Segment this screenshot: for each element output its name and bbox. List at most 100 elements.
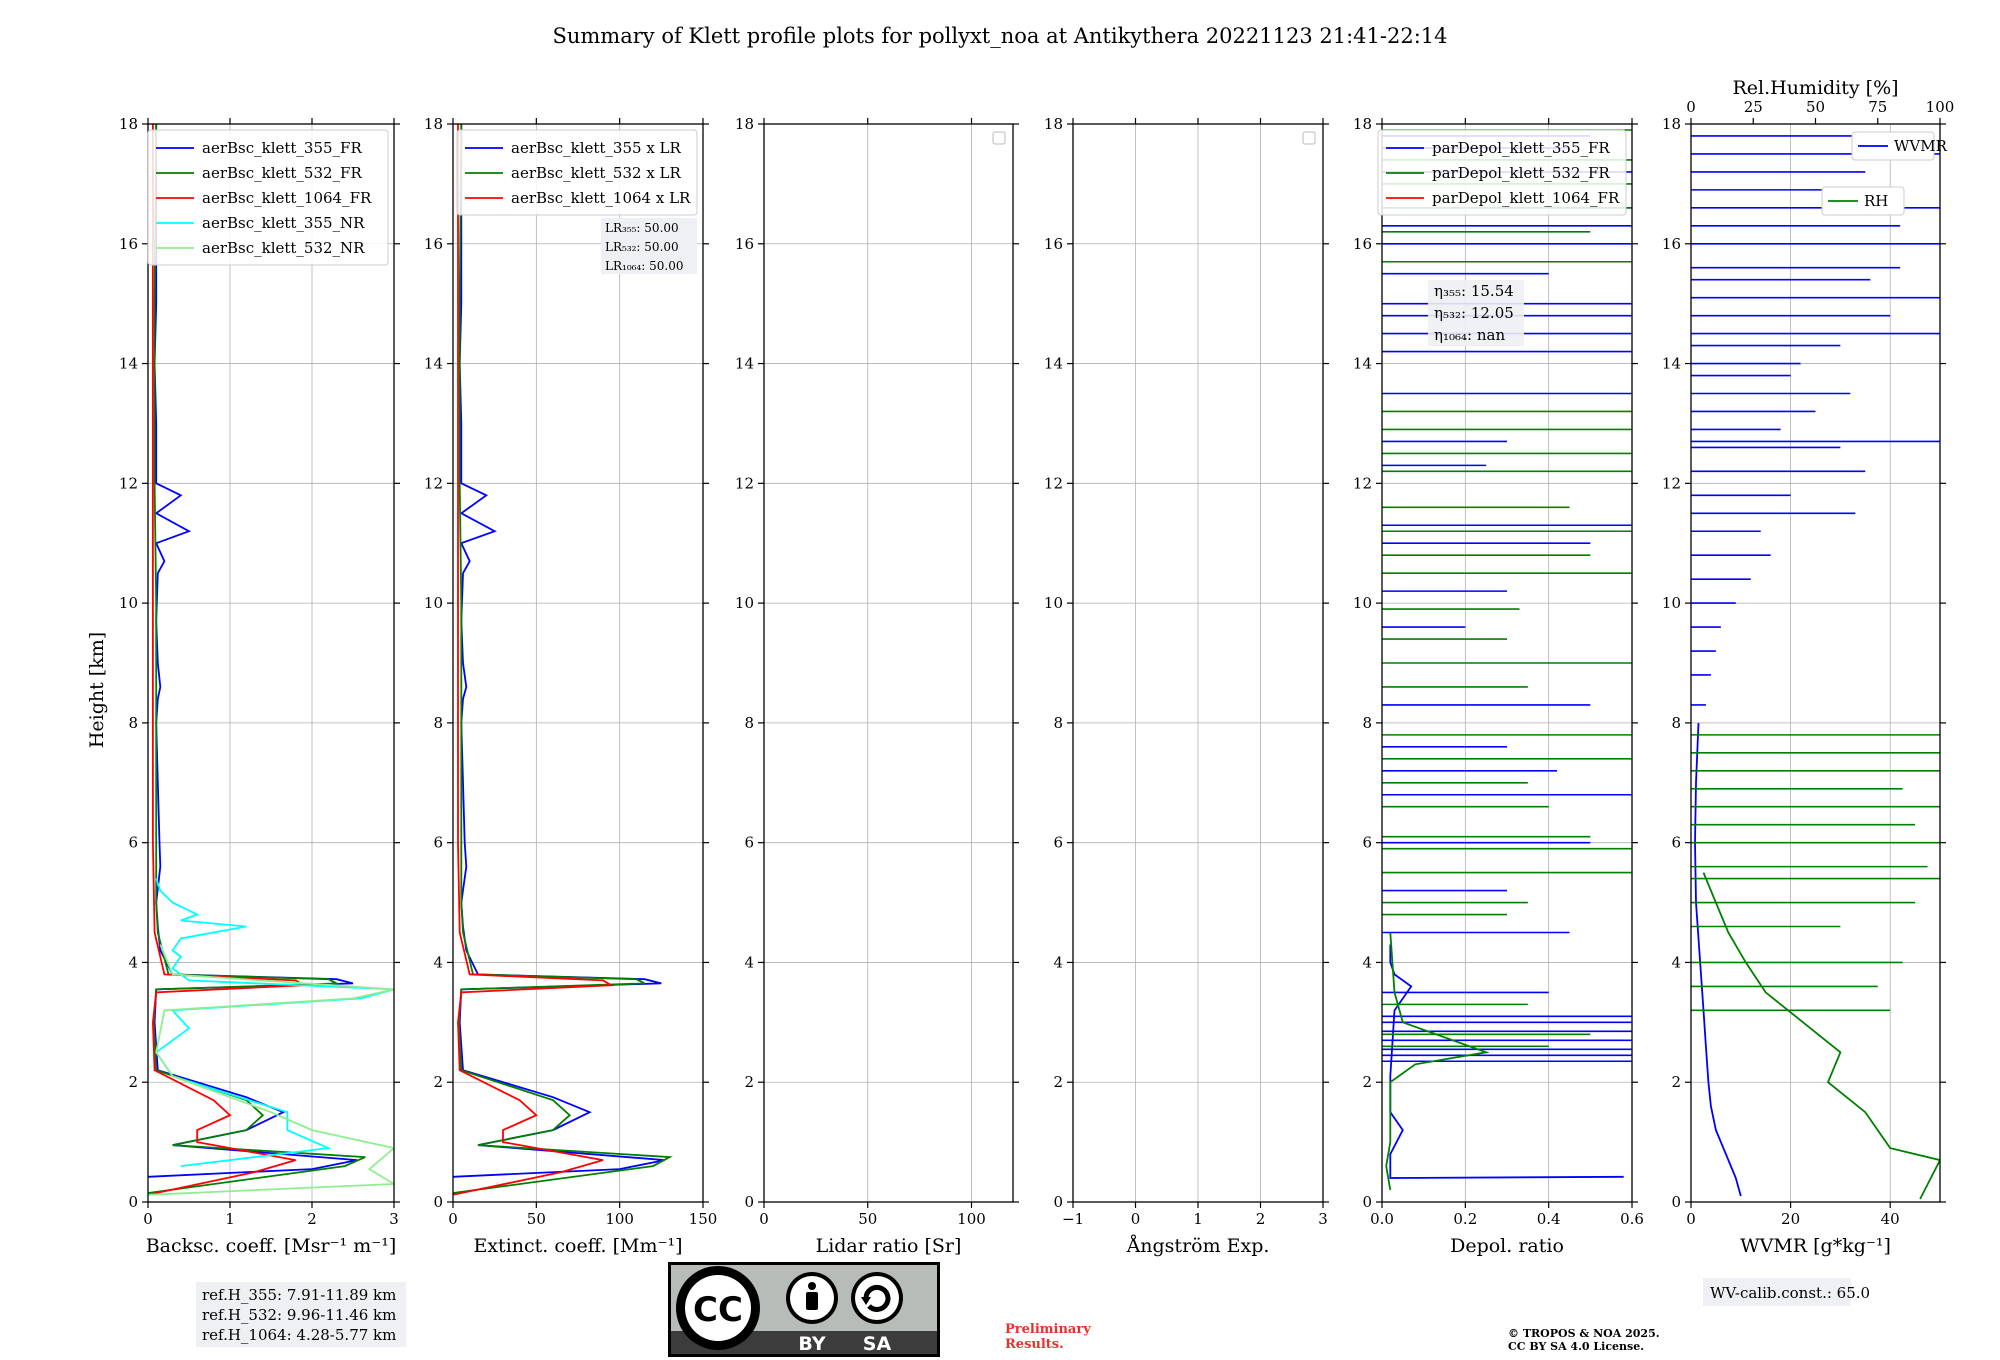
y-tick-label: 2 — [1362, 1073, 1372, 1091]
copyright-line-2: CC BY SA 4.0 License. — [1508, 1340, 1644, 1353]
x-tick-label: 0.2 — [1453, 1210, 1477, 1228]
y-tick-label: 12 — [424, 474, 443, 492]
y-tick-label: 6 — [1053, 834, 1063, 852]
series-group — [453, 124, 673, 1196]
x-tick-label: 0.6 — [1620, 1210, 1644, 1228]
series-line — [148, 124, 366, 1194]
y-tick-label: 8 — [744, 714, 754, 732]
panel-lidar_ratio: 0 2 4 6 8 10 12 14 16 18 0 50 100 Lidar ratio [Sr] — [735, 115, 1019, 1257]
y-axis-label: Height [km] — [86, 632, 108, 748]
y-tick-label: 4 — [1362, 953, 1372, 971]
x-tick-label: 100 — [605, 1210, 634, 1228]
y-tick-label: 0 — [744, 1193, 754, 1211]
x-tick-label: 2 — [307, 1210, 317, 1228]
series-line — [1694, 722, 1742, 1197]
empty-legend-box — [1302, 131, 1316, 145]
legend-label: aerBsc_klett_355 x LR — [511, 139, 682, 157]
panel-frame — [452, 123, 704, 1203]
legend-label: aerBsc_klett_532_NR — [202, 239, 365, 257]
y-tick-label: 14 — [1044, 355, 1063, 373]
series-group — [1691, 135, 1940, 1200]
y-tick-label: 12 — [1353, 474, 1372, 492]
x-tick-label: 50 — [527, 1210, 546, 1228]
y-tick-label: 8 — [433, 714, 443, 732]
y-tick-label: 10 — [1353, 594, 1372, 612]
wv-calib-text: WV-calib.const.: 65.0 — [1710, 1284, 1870, 1302]
y-tick-label: 18 — [735, 115, 754, 133]
panel-frame — [1072, 123, 1324, 1203]
series-line — [453, 124, 673, 1194]
x-tick-label: 0 — [1131, 1210, 1141, 1228]
x-axis-label: WVMR [g*kg⁻¹] — [1740, 1235, 1891, 1257]
y-tick-label: 16 — [1044, 235, 1063, 253]
x-tick-label: 3 — [389, 1210, 399, 1228]
figure-title: Summary of Klett profile plots for polly… — [552, 24, 1447, 48]
x-axis-label: Ångström Exp. — [1126, 1235, 1270, 1257]
x-tick-label: 0.0 — [1370, 1210, 1394, 1228]
y-tick-label: 16 — [1662, 235, 1681, 253]
eta-annotation: η₃₅₅: 15.54 — [1434, 282, 1514, 300]
legend-box — [1377, 129, 1627, 216]
lr-annotation: LR₃₅₅: 50.00 — [605, 221, 679, 235]
y-tick-label: 18 — [1044, 115, 1063, 133]
copyright-note: © TROPOS & NOA 2025. CC BY SA 4.0 Licens… — [1508, 1327, 1660, 1353]
y-tick-label: 8 — [1671, 714, 1681, 732]
panel-frame — [147, 123, 395, 1203]
y-tick-label: 4 — [128, 953, 138, 971]
preliminary-line-1: Preliminary — [1005, 1322, 1091, 1337]
series-line — [154, 878, 394, 1167]
y-tick-label: 10 — [424, 594, 443, 612]
y-tick-label: 6 — [433, 834, 443, 852]
legend-label: aerBsc_klett_532 x LR — [511, 164, 682, 182]
y-tick-label: 6 — [744, 834, 754, 852]
x-tick-label: 2 — [1256, 1210, 1266, 1228]
eta-annotation: η₁₀₆₄: nan — [1434, 326, 1505, 344]
y-tick-label: 18 — [1662, 115, 1681, 133]
x-axis-label: Depol. ratio — [1450, 1235, 1564, 1257]
y-tick-label: 4 — [744, 953, 754, 971]
lr-annotation: LR₅₃₂: 50.00 — [605, 240, 679, 254]
x-tick-label: 1 — [1193, 1210, 1203, 1228]
preliminary-line-2: Results. — [1005, 1337, 1064, 1352]
legend-wvmr: WVMR — [1851, 131, 1948, 161]
y-tick-label: 6 — [1362, 834, 1372, 852]
series-group — [148, 124, 394, 1196]
y-tick-label: 2 — [128, 1073, 138, 1091]
x-tick-label: 0 — [1686, 1210, 1696, 1228]
refh-355: ref.H_355: 7.91-11.89 km — [202, 1286, 396, 1304]
legend-label: parDepol_klett_1064_FR — [1432, 189, 1620, 207]
x-tick-label: 0 — [448, 1210, 458, 1228]
legend-label: RH — [1864, 192, 1888, 210]
x-tick-label: 20 — [1781, 1210, 1800, 1228]
x-tick-label: 1 — [225, 1210, 235, 1228]
y-tick-label: 14 — [424, 355, 443, 373]
lr-annotation-box — [601, 218, 697, 274]
top-x-tick-label: 25 — [1744, 98, 1763, 116]
legend-rh: RH — [1821, 186, 1905, 216]
panel-frame — [763, 123, 1014, 1203]
y-tick-label: 12 — [119, 474, 138, 492]
x-tick-label: 3 — [1318, 1210, 1328, 1228]
x-tick-label: 50 — [858, 1210, 877, 1228]
y-tick-label: 14 — [735, 355, 754, 373]
y-tick-label: 4 — [433, 953, 443, 971]
y-tick-label: 0 — [1671, 1193, 1681, 1211]
x-axis-label: Lidar ratio [Sr] — [816, 1235, 962, 1257]
series-line — [1385, 932, 1490, 1191]
legend-label: parDepol_klett_355_FR — [1432, 139, 1610, 157]
x-axis-label: Extinct. coeff. [Mm⁻¹] — [473, 1235, 682, 1257]
y-tick-label: 2 — [1053, 1073, 1063, 1091]
y-tick-label: 6 — [1671, 834, 1681, 852]
series-line — [453, 124, 665, 1178]
legend-label: aerBsc_klett_1064_FR — [202, 189, 372, 207]
legend-label: aerBsc_klett_532_FR — [202, 164, 362, 182]
y-tick-label: 2 — [433, 1073, 443, 1091]
top-x-tick-label: 50 — [1806, 98, 1825, 116]
copyright-line-1: © TROPOS & NOA 2025. — [1508, 1327, 1660, 1340]
y-tick-label: 0 — [433, 1193, 443, 1211]
panel-frame — [1381, 123, 1633, 1203]
cc-logo-text: CC — [693, 1290, 743, 1330]
panel-wvmr: 0 2 4 6 8 10 12 14 16 18 0 20 40 WVMR [g*kg⁻¹] 0 25 50 75… — [1662, 77, 1954, 1257]
